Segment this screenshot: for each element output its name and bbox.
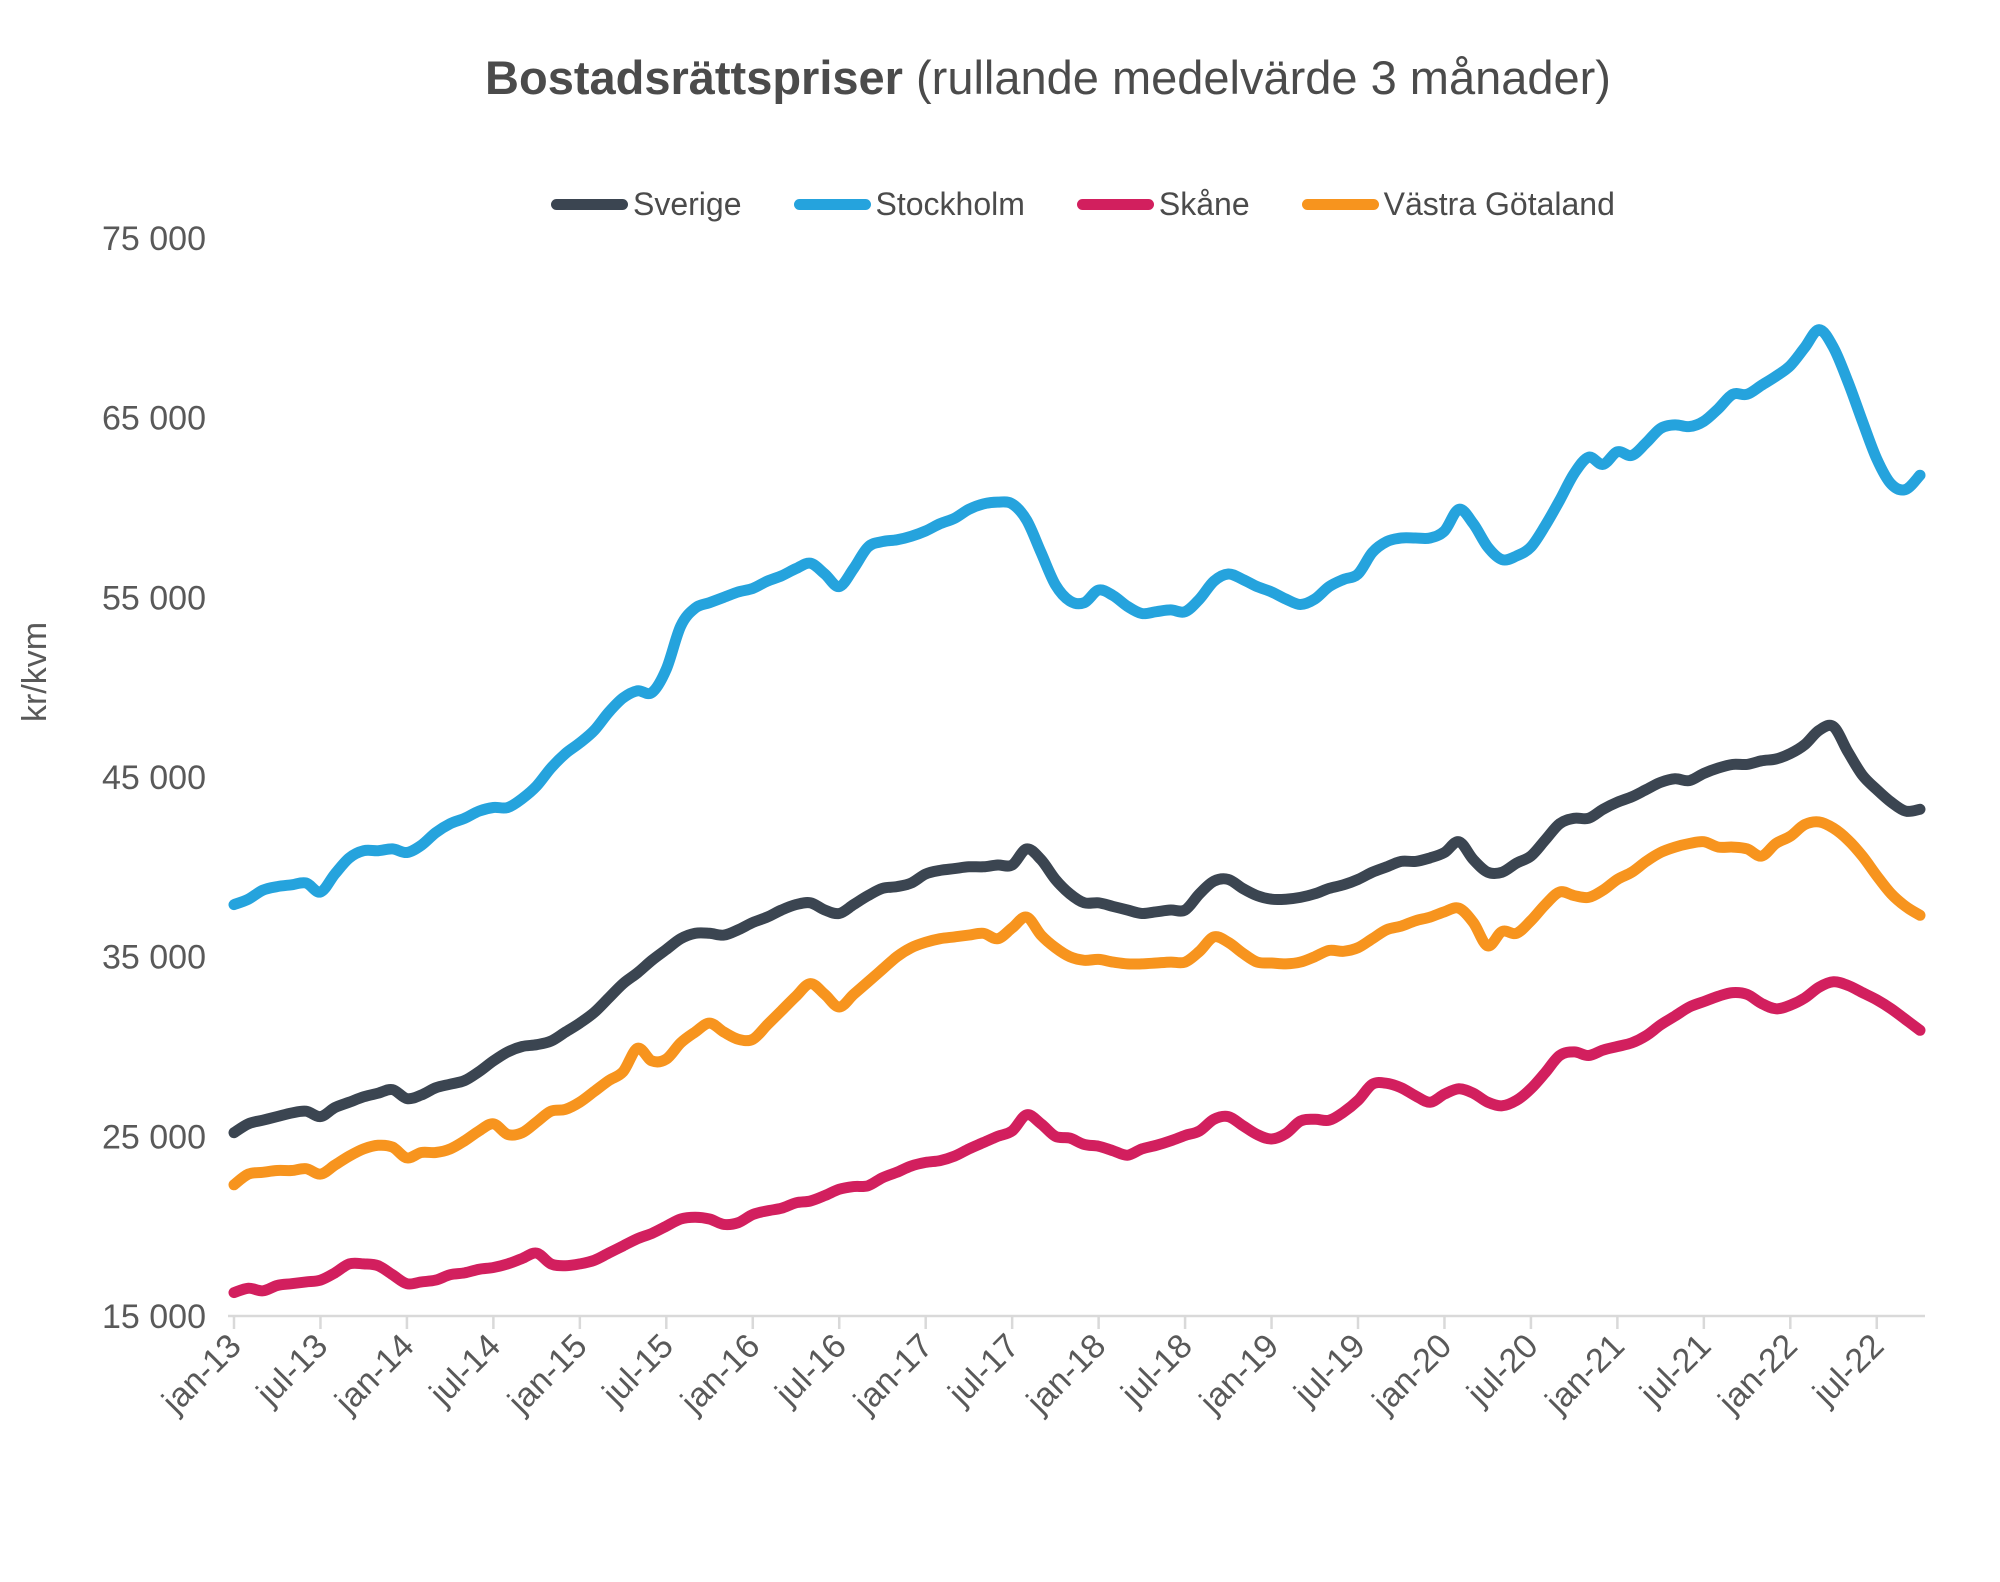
- x-tick-label: jul-21: [1632, 1327, 1718, 1413]
- legend-swatch: [793, 199, 871, 210]
- x-tick-label: jul-19: [1286, 1327, 1372, 1413]
- x-tick-label: jul-20: [1459, 1327, 1545, 1413]
- x-tick-label: jul-17: [940, 1327, 1026, 1413]
- x-tick-label: jan-16: [673, 1327, 767, 1421]
- y-tick-label: 75 000: [102, 220, 206, 258]
- y-tick-label: 45 000: [102, 759, 206, 797]
- x-tick-label: jul-13: [249, 1327, 335, 1413]
- series-line-v-stra-g-taland: [228, 816, 1926, 1191]
- y-tick-label: 65 000: [102, 400, 206, 438]
- x-tick-label: jan-21: [1538, 1327, 1632, 1421]
- legend-item-stockholm: Stockholm: [793, 186, 1025, 223]
- chart-legend: Sverige Stockholm Skåne Västra Götaland: [551, 186, 1615, 223]
- legend-label: Västra Götaland: [1383, 186, 1615, 222]
- chart-title: Bostadsrättspriser (rullande medelvärde …: [485, 50, 1611, 105]
- legend-item-sk-ne: Skåne: [1076, 186, 1250, 223]
- y-tick-label: 25 000: [102, 1118, 206, 1156]
- y-tick-label: 35 000: [102, 939, 206, 977]
- legend-swatch: [1076, 199, 1154, 210]
- x-tick-label: jul-15: [595, 1327, 681, 1413]
- x-tick-label: jan-17: [846, 1327, 940, 1421]
- x-tick-label: jan-19: [1192, 1327, 1286, 1421]
- x-tick-label: jan-13: [154, 1327, 248, 1421]
- x-tick-label: jan-15: [500, 1327, 594, 1421]
- legend-swatch: [1301, 199, 1379, 210]
- x-tick-label: jan-22: [1711, 1327, 1805, 1421]
- legend-item-sverige: Sverige: [551, 186, 742, 223]
- legend-item-v-stra-g-taland: Västra Götaland: [1301, 186, 1615, 223]
- x-tick-label: jan-20: [1365, 1327, 1459, 1421]
- legend-label: Skåne: [1158, 186, 1250, 222]
- chart-title-subtitle: (rullande medelvärde 3 månader): [902, 51, 1611, 104]
- x-tick-label: jul-22: [1805, 1327, 1891, 1413]
- y-tick-label: 15 000: [102, 1298, 206, 1336]
- legend-label: Sverige: [633, 186, 742, 222]
- series-line-stockholm: [228, 324, 1926, 911]
- y-tick-label: 55 000: [102, 579, 206, 617]
- x-tick-label: jul-16: [767, 1327, 853, 1413]
- series-lines: [228, 324, 1926, 1299]
- legend-label: Stockholm: [875, 186, 1025, 222]
- chart-title-bold: Bostadsrättspriser: [485, 51, 903, 104]
- x-tick-label: jul-18: [1113, 1327, 1199, 1413]
- x-tick-label: jan-14: [327, 1327, 421, 1421]
- x-tick-label: jan-18: [1019, 1327, 1113, 1421]
- y-axis-tick-labels: 75 000 65 000 55 000 45 000 35 000 25 000 15 0…: [102, 220, 206, 1336]
- series-line-sverige: [228, 719, 1926, 1139]
- legend-swatch: [551, 199, 628, 210]
- series-line-sk-ne: [228, 976, 1926, 1299]
- y-axis-title: kr/kvm: [16, 622, 54, 722]
- x-axis: [228, 1314, 1925, 1329]
- x-tick-label: jul-14: [422, 1327, 508, 1413]
